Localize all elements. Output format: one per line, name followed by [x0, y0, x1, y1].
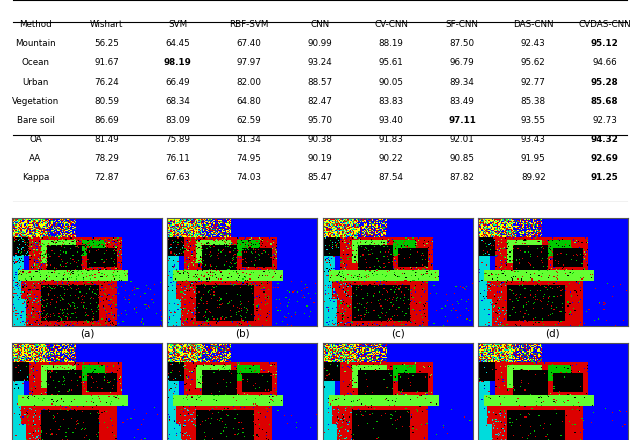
X-axis label: (b): (b)	[235, 328, 250, 338]
X-axis label: (c): (c)	[391, 328, 404, 338]
X-axis label: (d): (d)	[545, 328, 560, 338]
X-axis label: (a): (a)	[80, 328, 94, 338]
